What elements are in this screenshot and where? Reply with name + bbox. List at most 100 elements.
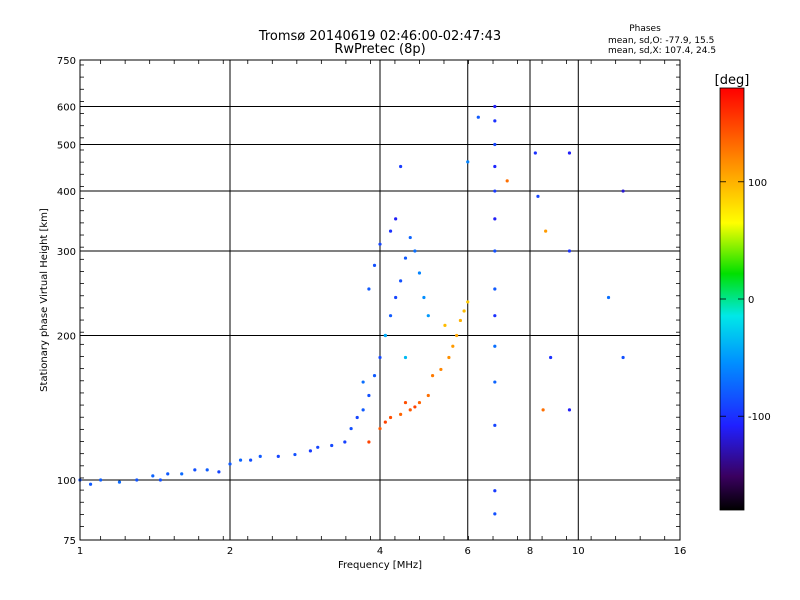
x-tick-label: 4 [377, 546, 383, 557]
data-point [544, 229, 548, 233]
x-tick-label: 16 [674, 546, 687, 557]
data-point [408, 408, 412, 412]
data-point [536, 194, 540, 198]
data-point [567, 408, 572, 412]
data-point [378, 242, 382, 246]
data-point [383, 333, 387, 338]
data-point [228, 462, 232, 466]
data-point [493, 189, 497, 193]
y-tick-label: 100 [57, 476, 76, 487]
data-point [394, 217, 398, 221]
data-point [403, 256, 408, 260]
grid-lines [80, 60, 680, 540]
data-point [533, 151, 537, 155]
data-point [476, 115, 480, 119]
data-point [193, 468, 197, 472]
colorbar-ticks: 100 0 -100 [720, 178, 771, 423]
data-point [439, 367, 443, 372]
x-tick-label: 10 [572, 546, 585, 557]
y-tick-label: 500 [57, 141, 76, 152]
data-point [293, 452, 297, 457]
data-point [493, 164, 497, 169]
data-point [343, 440, 347, 444]
data-point [388, 229, 393, 233]
phase-stats-heading: Phases [629, 24, 661, 34]
data-point [355, 415, 359, 420]
data-point [372, 263, 377, 267]
data-point [493, 489, 497, 493]
data-point [493, 142, 497, 147]
x-tick-label: 6 [465, 546, 471, 557]
data-point [458, 318, 463, 323]
phase-stats-x: mean, sd,X: 107.4, 24.5 [608, 46, 716, 56]
data-point [238, 458, 243, 462]
data-point [447, 355, 451, 360]
data-point [417, 271, 422, 275]
data-point [567, 151, 572, 155]
y-tick-label: 750 [57, 56, 76, 67]
data-point [493, 380, 497, 384]
data-points [78, 104, 625, 516]
data-point [493, 423, 497, 427]
x-axis-label: Frequency [MHz] [338, 560, 422, 571]
y-tick-label: 300 [57, 247, 76, 258]
data-point [383, 420, 387, 424]
data-point [408, 235, 412, 240]
x-tick-label: 2 [227, 546, 233, 557]
y-tick-label: 400 [57, 187, 76, 198]
data-point [462, 309, 466, 313]
data-point [493, 512, 497, 516]
data-point [413, 249, 417, 253]
colorbar-tick-label: -100 [748, 412, 771, 423]
data-point [493, 249, 497, 253]
data-point [361, 380, 365, 384]
data-point [466, 300, 470, 304]
data-point [117, 480, 122, 484]
colorbar-tick-label: 0 [748, 295, 754, 306]
colorbar-tick-label: 100 [748, 178, 767, 189]
data-point [606, 295, 611, 300]
data-point [505, 179, 509, 183]
data-point [493, 119, 497, 123]
data-point [403, 355, 408, 360]
data-point [378, 355, 382, 360]
data-point [99, 478, 103, 482]
data-point [388, 314, 393, 318]
y-tick-label: 75 [63, 536, 76, 547]
x-ticks: 1 2 4 6 8 10 16 [77, 60, 687, 557]
data-point [217, 470, 221, 474]
data-point [422, 295, 426, 300]
data-point [308, 449, 313, 453]
data-point [399, 164, 403, 169]
data-point [413, 405, 417, 409]
data-point [567, 249, 572, 253]
data-point [493, 104, 497, 109]
data-point [399, 412, 403, 417]
colorbar-label: [deg] [715, 73, 750, 88]
data-point [451, 344, 455, 348]
data-point [361, 408, 365, 412]
data-point [249, 458, 253, 462]
data-point [388, 415, 393, 420]
y-ticks: 75 100 200 300 400 500 600 750 [57, 56, 680, 547]
data-point [443, 323, 447, 327]
data-point [426, 393, 430, 398]
data-point [541, 408, 545, 412]
data-point [621, 355, 625, 360]
data-point [88, 482, 93, 486]
data-point [426, 314, 430, 318]
data-point [621, 189, 625, 193]
data-point [394, 295, 398, 300]
data-point [349, 426, 353, 431]
chart-subtitle: RwPretec (8p) [334, 42, 425, 57]
data-point [493, 217, 497, 221]
data-point [378, 426, 382, 431]
data-point [330, 443, 334, 448]
data-point [205, 468, 209, 472]
data-point [430, 374, 435, 378]
data-point [367, 287, 371, 291]
y-tick-label: 600 [57, 103, 76, 114]
phase-stats-o: mean, sd,O: -77.9, 15.5 [608, 36, 714, 46]
data-point [493, 344, 497, 348]
